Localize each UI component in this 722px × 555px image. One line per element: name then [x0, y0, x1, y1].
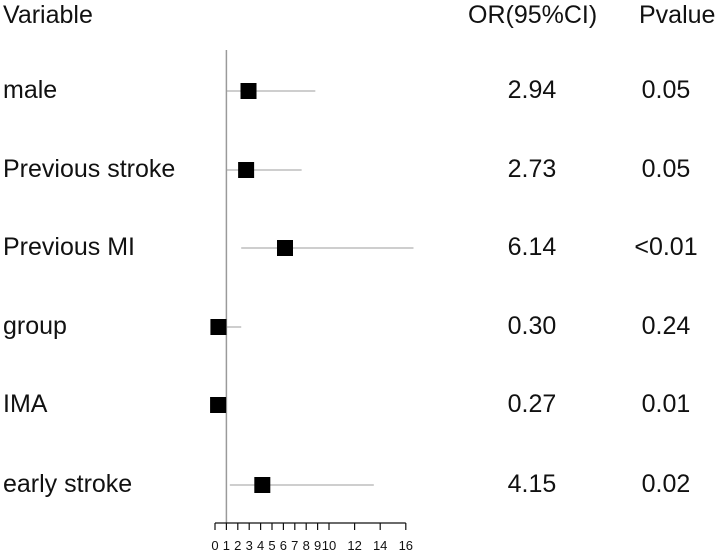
row-label: early stroke	[3, 470, 133, 498]
x-tick-label: 8	[303, 538, 310, 553]
row-label: Previous stroke	[3, 155, 176, 183]
or-markers-layer	[210, 83, 293, 493]
header-or: OR(95%CI)	[468, 1, 598, 29]
ci-lines-layer	[215, 90, 414, 486]
row-label: group	[3, 312, 67, 340]
or-marker	[240, 83, 257, 99]
or-value: 0.27	[507, 390, 557, 418]
x-tick-label: 6	[280, 538, 287, 553]
header-variable: Variable	[3, 1, 93, 29]
or-marker	[210, 397, 227, 413]
header-pvalue: Pvalue	[639, 1, 716, 29]
p-value: 0.02	[641, 470, 691, 498]
or-marker	[276, 240, 293, 256]
or-value: 2.73	[507, 155, 557, 183]
row-label: Previous MI	[3, 233, 135, 261]
or-value: 0.30	[507, 312, 557, 340]
or-value: 4.15	[507, 470, 557, 498]
x-tick-label: 1	[223, 538, 230, 553]
row-label: IMA	[3, 390, 48, 418]
x-tick-label: 4	[257, 538, 264, 553]
p-value: 0.05	[641, 155, 691, 183]
p-value: <0.01	[634, 233, 698, 261]
or-marker	[238, 162, 255, 178]
x-tick-label: 12	[347, 538, 361, 553]
x-tick-label: 10	[322, 538, 336, 553]
x-tick-label: 14	[373, 538, 387, 553]
or-marker	[254, 477, 271, 493]
x-tick-label: 16	[399, 538, 413, 553]
p-value: 0.24	[641, 312, 691, 340]
p-value: 0.05	[641, 76, 691, 104]
x-axis-ticks: 0 1 2 3 4 5 6 7 8 9 10 12 14 16	[211, 523, 413, 553]
x-tick-label: 5	[268, 538, 275, 553]
x-tick-label: 9	[314, 538, 321, 553]
x-tick-label: 2	[234, 538, 241, 553]
x-tick-label: 0	[211, 538, 218, 553]
p-value: 0.01	[641, 390, 691, 418]
or-value: 6.14	[507, 233, 557, 261]
row-label: male	[3, 76, 58, 104]
or-value: 2.94	[507, 76, 557, 104]
or-marker	[210, 319, 227, 335]
x-tick-label: 3	[246, 538, 253, 553]
x-tick-label: 7	[291, 538, 298, 553]
